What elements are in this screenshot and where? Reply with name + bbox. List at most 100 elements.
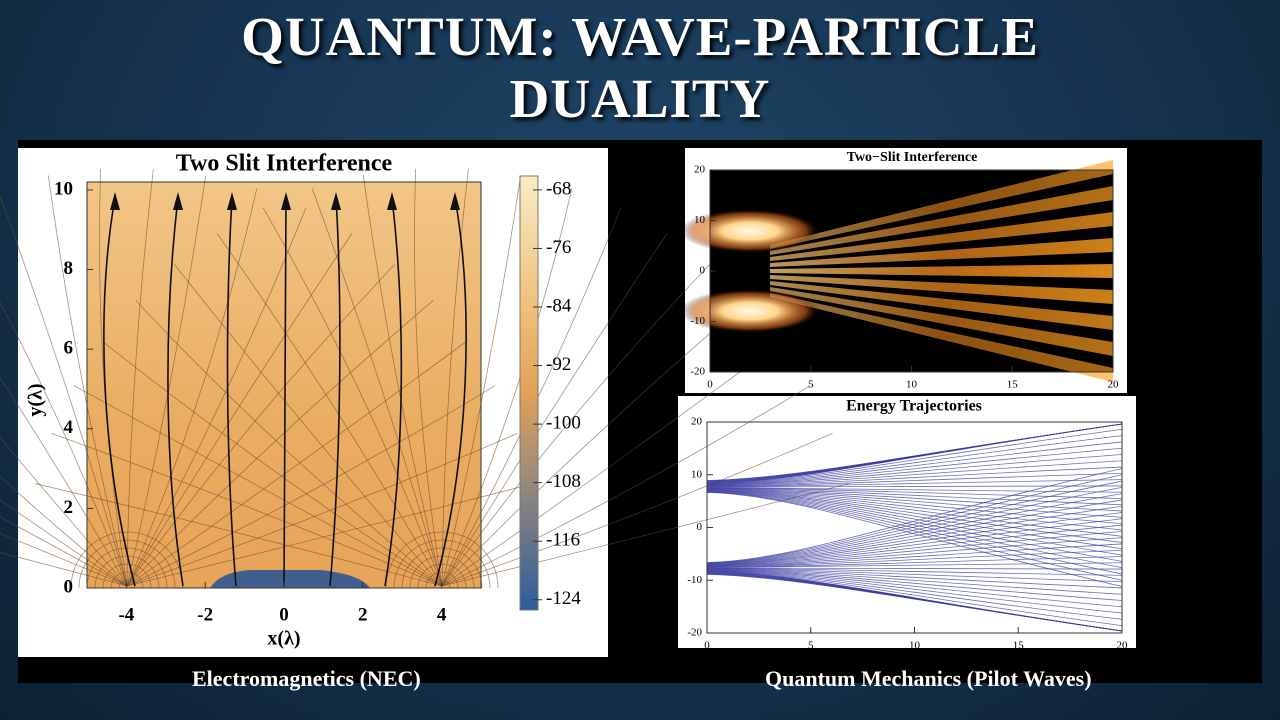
x-tick-label: 10	[906, 379, 918, 391]
trajectory	[706, 493, 1123, 565]
colorbar-tick-label: -124	[546, 588, 581, 609]
contour	[0, 552, 128, 587]
contour	[86, 547, 168, 589]
trajectory	[706, 568, 1123, 589]
contour	[101, 340, 443, 587]
contour	[126, 188, 258, 587]
trajectory	[706, 490, 1123, 562]
trajectory	[706, 423, 1123, 484]
contour	[414, 168, 443, 587]
colorbar	[519, 175, 539, 611]
trajectory	[706, 472, 1123, 487]
trajectory	[706, 441, 1123, 486]
contour	[311, 188, 443, 587]
arrowhead	[450, 192, 460, 210]
y-tick-label: 20	[691, 416, 703, 428]
contour	[0, 475, 128, 587]
fringe	[770, 160, 1113, 249]
y-tick-label: 0	[697, 521, 703, 533]
y-tick-label: -10	[687, 574, 702, 586]
contour	[385, 531, 499, 589]
contour	[441, 233, 668, 587]
contour	[126, 300, 434, 587]
trajectory	[706, 569, 1123, 614]
contour	[70, 531, 184, 589]
x-tick-label: -4	[118, 604, 134, 625]
trajectory	[283, 197, 287, 587]
trajectory	[706, 543, 1123, 568]
arrowhead	[331, 192, 341, 210]
trajectory	[706, 489, 1123, 537]
colorbar-tick-label: -68	[546, 178, 571, 199]
trajectory	[226, 197, 237, 587]
y-tick-label: 10	[54, 178, 73, 199]
x-tick-label: 0	[279, 604, 289, 625]
y-tick-label: 0	[64, 576, 74, 597]
contour	[393, 539, 491, 589]
contour	[35, 483, 443, 587]
trajectory	[103, 197, 136, 587]
trajectory	[706, 447, 1123, 486]
trajectory	[329, 197, 341, 587]
trajectory	[706, 492, 1123, 587]
trajectory	[706, 435, 1123, 485]
y-tick-label: 10	[694, 214, 706, 226]
contour	[441, 188, 573, 587]
trajectory	[384, 197, 403, 587]
trajectory	[706, 491, 1123, 581]
contour	[126, 207, 307, 587]
trajectory	[434, 197, 467, 587]
contour	[441, 385, 811, 587]
contour	[441, 264, 711, 587]
contour	[110, 571, 144, 589]
plot-title: Two−Slit Interference	[847, 150, 978, 165]
y-tick-label: 6	[64, 338, 74, 359]
y-tick-label: 10	[691, 468, 703, 480]
plot-title: Energy Trajectories	[846, 398, 982, 415]
trajectory	[706, 568, 1123, 595]
colorbar-tick-label: -76	[546, 237, 571, 258]
colorbar-tick-label: -100	[546, 412, 581, 433]
contour	[441, 168, 469, 587]
y-tick-label: 2	[64, 497, 74, 518]
colorbar-tick-label: -92	[546, 354, 571, 375]
contour	[0, 436, 128, 587]
contour	[0, 499, 128, 587]
trajectory	[706, 486, 1123, 564]
x-tick-label: 0	[704, 640, 710, 652]
colorbar-tick-label: -116	[546, 530, 580, 551]
trajectory	[706, 474, 1123, 564]
fringe	[770, 264, 1113, 278]
fringe	[770, 186, 1113, 255]
trajectory	[706, 512, 1123, 566]
fringe	[770, 281, 1113, 330]
arrowhead	[227, 192, 237, 210]
fringe	[770, 238, 1113, 267]
x-tick-label: 4	[437, 604, 447, 625]
contour	[126, 340, 468, 587]
contour	[441, 340, 783, 587]
contour	[126, 264, 396, 587]
trajectory	[706, 530, 1123, 567]
slide-title: QUANTUM: WAVE-PARTICLE DUALITY	[241, 6, 1039, 129]
trajectory	[167, 197, 184, 587]
trajectory	[706, 488, 1123, 518]
x-tick-label: 5	[808, 640, 814, 652]
contour	[441, 300, 749, 587]
trajectory	[706, 570, 1123, 627]
contour	[126, 385, 496, 587]
x-tick-label: 15	[1007, 379, 1019, 391]
arrowhead	[173, 192, 183, 210]
fringe	[770, 293, 1113, 382]
x-tick-label: 15	[1013, 640, 1025, 652]
fringe	[770, 212, 1113, 261]
trajectory	[706, 487, 1123, 499]
trajectory	[706, 524, 1123, 566]
trajectory	[706, 569, 1123, 601]
trajectory	[706, 567, 1123, 576]
trajectory	[706, 468, 1123, 563]
x-tick-label: 10	[909, 640, 921, 652]
contour	[401, 547, 483, 589]
contour	[126, 168, 154, 587]
